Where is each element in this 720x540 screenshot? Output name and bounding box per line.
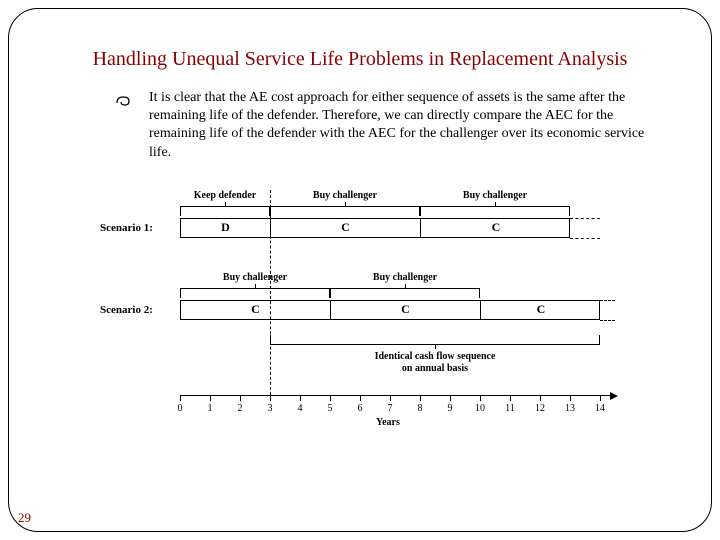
brace — [420, 206, 570, 216]
segment: C — [481, 301, 601, 319]
tick-label: 12 — [535, 403, 545, 414]
brace-label: Buy challenger — [313, 190, 377, 201]
tick-label: 13 — [565, 403, 575, 414]
scenario-label: Scenario 1: — [100, 222, 153, 234]
tick — [420, 395, 421, 401]
tick-label: 4 — [298, 403, 303, 414]
tick-label: 0 — [178, 403, 183, 414]
segment: C — [421, 219, 571, 237]
brace-label: Buy challenger — [463, 190, 527, 201]
tick — [360, 395, 361, 401]
swirl-bullet-icon — [115, 93, 131, 114]
tick — [600, 395, 601, 401]
tick-label: 7 — [388, 403, 393, 414]
tick — [180, 395, 181, 401]
brace-label: Buy challenger — [373, 272, 437, 283]
axis-title: Years — [376, 417, 400, 428]
tick-label: 8 — [418, 403, 423, 414]
brace — [330, 288, 480, 298]
tick — [210, 395, 211, 401]
tick — [390, 395, 391, 401]
brace — [270, 206, 420, 216]
identical-brace — [270, 335, 600, 345]
brace — [180, 206, 270, 216]
slide-number: 29 — [18, 510, 31, 526]
tick-label: 1 — [208, 403, 213, 414]
trail-dash — [600, 300, 615, 301]
tick — [330, 395, 331, 401]
tick — [300, 395, 301, 401]
tick-label: 10 — [475, 403, 485, 414]
tick — [570, 395, 571, 401]
brace-label: Buy challenger — [223, 272, 287, 283]
scenario-bar: DCC — [180, 218, 570, 238]
tick-label: 14 — [595, 403, 605, 414]
identical-label: on annual basis — [355, 363, 515, 374]
tick-label: 3 — [268, 403, 273, 414]
body-row: It is clear that the AE cost approach fo… — [0, 83, 720, 162]
page-title: Handling Unequal Service Life Problems i… — [0, 0, 720, 83]
body-text: It is clear that the AE cost approach fo… — [149, 89, 660, 162]
segment: C — [181, 301, 331, 319]
tick-label: 6 — [358, 403, 363, 414]
segment: C — [331, 301, 481, 319]
tick — [510, 395, 511, 401]
timeline-diagram: Scenario 1:DCCKeep defenderBuy challenge… — [100, 180, 620, 440]
segment: D — [181, 219, 271, 237]
identical-label: Identical cash flow sequence — [355, 351, 515, 362]
scenario-label: Scenario 2: — [100, 304, 153, 316]
brace — [180, 288, 330, 298]
axis-arrow-icon — [610, 392, 618, 400]
tick — [540, 395, 541, 401]
tick-label: 2 — [238, 403, 243, 414]
tick — [270, 395, 271, 401]
tick — [450, 395, 451, 401]
trail-dash — [570, 238, 600, 239]
tick — [480, 395, 481, 401]
dash-vline — [270, 190, 271, 395]
scenario-bar: CCC — [180, 300, 600, 320]
tick-label: 5 — [328, 403, 333, 414]
tick — [240, 395, 241, 401]
segment: C — [271, 219, 421, 237]
tick-label: 9 — [448, 403, 453, 414]
brace-label: Keep defender — [194, 190, 257, 201]
trail-dash — [570, 218, 600, 219]
axis-line — [180, 395, 612, 397]
trail-dash — [600, 320, 615, 321]
tick-label: 11 — [505, 403, 515, 414]
